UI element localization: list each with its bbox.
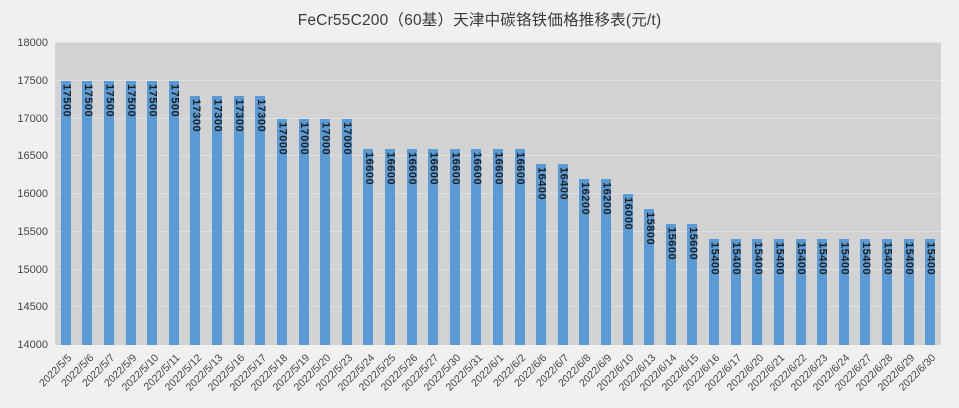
bar: [428, 148, 439, 345]
bar: [557, 163, 568, 345]
bar: [449, 148, 460, 345]
bar-value-label: 16400: [557, 166, 570, 200]
bar: [233, 95, 244, 345]
y-axis-tick-label: 18000: [17, 37, 48, 49]
bar-value-label: 17000: [319, 121, 332, 155]
bar-value-label: 16600: [470, 151, 483, 185]
bar: [147, 80, 158, 345]
gridline: [55, 42, 941, 43]
bar: [601, 178, 612, 345]
bar-value-label: 17500: [81, 83, 94, 117]
bar-value-label: 16600: [449, 151, 462, 185]
bar-value-label: 16000: [622, 197, 635, 231]
bar-value-label: 15400: [708, 242, 721, 276]
bar-value-label: 16600: [427, 151, 440, 185]
bar-value-label: 16600: [362, 151, 375, 185]
bar-value-label: 15600: [686, 227, 699, 261]
bar-value-label: 15400: [881, 242, 894, 276]
bar-value-label: 17300: [254, 98, 267, 132]
bar: [298, 118, 309, 345]
bar: [817, 239, 828, 345]
bar: [622, 194, 633, 345]
bar: [104, 80, 115, 345]
bar-value-label: 17000: [298, 121, 310, 155]
bar-value-label: 17000: [341, 121, 354, 155]
bar: [838, 239, 849, 345]
y-axis-tick-label: 14000: [17, 339, 48, 351]
bar: [687, 224, 698, 345]
bar-value-label: 15400: [773, 242, 786, 276]
bar-value-label: 17300: [211, 98, 224, 132]
bar: [82, 80, 93, 345]
bar: [514, 148, 525, 345]
y-axis-tick-label: 15000: [17, 263, 48, 276]
bar: [860, 239, 871, 345]
bar: [881, 239, 892, 345]
bar: [190, 95, 201, 345]
gridline: [55, 79, 941, 81]
x-axis: 2022/5/5 2022/5/6 2022/5/7 2022/5/9 2022/5/1…: [37, 345, 941, 405]
bar-value-label: 17500: [168, 83, 181, 117]
bar: [665, 224, 676, 345]
bar-value-label: 17500: [125, 83, 138, 117]
bar: [406, 148, 417, 345]
bar: [773, 239, 784, 345]
bar-value-label: 15600: [665, 227, 678, 261]
bar: [536, 163, 547, 345]
bar: [60, 80, 71, 345]
bar-value-label: 16400: [535, 166, 548, 200]
bar: [363, 148, 374, 345]
bar: [709, 239, 720, 345]
bar-value-label: 17000: [276, 121, 289, 155]
bar: [752, 239, 763, 345]
bar-value-label: 16600: [492, 151, 505, 185]
plot-area: 17500 17500 17500 17500 17500 17500 17300 17300…: [55, 42, 941, 345]
y-axis-tick-label: 17000: [17, 112, 48, 125]
bar-value-label: 16600: [406, 151, 419, 185]
bar-value-label: 15400: [924, 242, 937, 276]
chart-title: FeCr55C200（60基）天津中碳铬铁価格推移表(元/t): [297, 12, 662, 29]
bar-value-label: 16200: [578, 181, 591, 215]
y-axis-tick-label: 16000: [17, 188, 48, 200]
bar-value-label: 15400: [730, 242, 743, 276]
bar: [125, 80, 136, 345]
gridline: [55, 117, 941, 119]
bar-value-label: 17300: [233, 98, 246, 132]
y-axis-tick-label: 16500: [17, 150, 48, 163]
bar: [730, 239, 741, 345]
bar-value-label: 16600: [384, 151, 397, 185]
bar-value-label: 17300: [189, 98, 202, 132]
bar-value-label: 16600: [514, 151, 527, 185]
bar: [320, 118, 331, 345]
bar-value-label: 15400: [859, 242, 872, 276]
y-axis-tick-label: 17500: [17, 74, 48, 87]
y-axis-tick-label: 14500: [17, 301, 48, 314]
bar: [903, 239, 914, 345]
bar: [255, 95, 266, 345]
bar-value-label: 15800: [643, 212, 656, 246]
bar: [168, 80, 179, 345]
bar-value-label: 17500: [146, 83, 159, 117]
bar-value-label: 15400: [838, 242, 851, 276]
bar-value-label: 16200: [600, 181, 613, 215]
bar-value-label: 15400: [903, 242, 916, 276]
bar-value-label: 15400: [751, 242, 764, 276]
bar: [644, 209, 655, 345]
bar: [341, 118, 352, 345]
y-axis-tick-label: 15500: [17, 225, 48, 238]
bar: [384, 148, 395, 345]
bar: [493, 148, 503, 345]
bar: [212, 95, 223, 345]
bar: [471, 148, 482, 345]
y-axis: 14000 14500 15000 15500 16000 16500 17000 17500…: [0, 37, 48, 351]
bar: [925, 239, 936, 345]
bar-value-label: 17500: [103, 83, 116, 117]
bar: [276, 118, 287, 345]
bar: [579, 178, 590, 345]
bar-value-label: 17500: [60, 83, 73, 117]
bar-value-label: 15400: [795, 242, 808, 276]
bar: [795, 239, 806, 345]
bar-value-label: 15400: [816, 242, 829, 276]
